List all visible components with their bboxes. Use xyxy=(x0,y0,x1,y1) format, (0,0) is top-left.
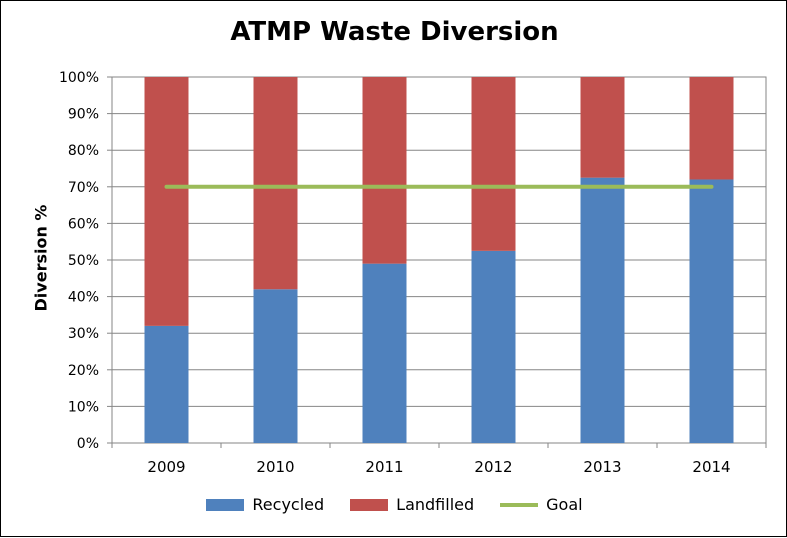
x-tick-label: 2011 xyxy=(365,458,403,476)
bar-landfilled xyxy=(144,77,189,326)
bar-landfilled xyxy=(362,77,407,264)
legend-label: Landfilled xyxy=(396,495,475,514)
y-tick-label: 30% xyxy=(68,326,99,342)
bar-recycled xyxy=(253,289,298,443)
bar-landfilled xyxy=(689,77,734,180)
bar-landfilled xyxy=(471,77,516,251)
y-tick-label: 80% xyxy=(68,143,99,159)
bar-recycled xyxy=(144,325,189,443)
legend-label: Goal xyxy=(546,495,583,514)
y-tick-label: 60% xyxy=(68,216,99,232)
y-tick-label: 70% xyxy=(68,180,99,196)
legend: Recycled Landfilled Goal xyxy=(1,495,787,514)
y-tick-label: 90% xyxy=(68,107,99,123)
bar-recycled xyxy=(689,179,734,444)
x-tick-label: 2009 xyxy=(147,458,185,476)
chart-title: ATMP Waste Diversion xyxy=(230,17,559,47)
legend-item-recycled: Recycled xyxy=(206,495,324,514)
bar-recycled xyxy=(362,263,407,443)
y-tick-label: 50% xyxy=(68,253,99,269)
bar-recycled xyxy=(471,250,516,443)
x-tick-label: 2012 xyxy=(474,458,512,476)
x-tick-label: 2013 xyxy=(583,458,621,476)
y-tick-label: 0% xyxy=(77,436,99,452)
y-tick-label: 40% xyxy=(68,290,99,306)
legend-item-goal: Goal xyxy=(500,495,583,514)
legend-swatch xyxy=(350,498,389,511)
y-tick-label: 10% xyxy=(68,399,99,415)
legend-swatch xyxy=(500,502,539,507)
legend-swatch xyxy=(206,498,245,511)
y-tick-label: 20% xyxy=(68,363,99,379)
legend-item-landfilled: Landfilled xyxy=(350,495,474,514)
legend-label: Recycled xyxy=(252,495,325,514)
bar-landfilled xyxy=(580,77,625,178)
bar-recycled xyxy=(580,177,625,443)
y-tick-label: 100% xyxy=(59,70,99,86)
bar-landfilled xyxy=(253,77,298,290)
x-tick-label: 2014 xyxy=(692,458,730,476)
x-tick-label: 2010 xyxy=(256,458,294,476)
